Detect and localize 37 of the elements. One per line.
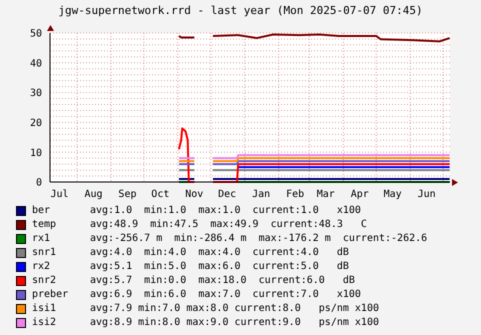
- text: avg:6.9 min:6.0 max:7.0 current:7.0 x100: [90, 288, 361, 302]
- x-tick-label: Dec: [218, 189, 236, 200]
- x-tick-label: Jul: [50, 189, 69, 200]
- legend-label: temp: [32, 218, 58, 232]
- legend-label: rx1: [32, 232, 52, 246]
- text: avg:5.7 min:0.0 max:18.0 current:6.0 dB: [90, 274, 355, 288]
- x-tick-label: Feb: [286, 189, 304, 200]
- text: avg:5.1 min:5.0 max:6.0 current:5.0 dB: [90, 260, 349, 274]
- legend-label: rx2: [32, 260, 52, 274]
- x-tick-label: Mar: [316, 189, 335, 200]
- text: avg:7.9 min:7.0 max:8.0 current:8.0 ps/nm x100: [90, 302, 379, 316]
- y-tick-label: 50: [30, 28, 42, 40]
- y-tick-label: 40: [30, 58, 42, 70]
- text: avg:1.0 min:1.0 max:1.0 current:1.0 x100: [90, 204, 361, 218]
- legend-label: preber: [32, 288, 70, 302]
- x-tick-label: Jan: [252, 189, 270, 200]
- x-tick-label: May: [384, 189, 402, 200]
- x-tick-label: Nov: [185, 189, 204, 200]
- text: avg:48.9 min:47.5 max:49.9 current:48.3 C: [90, 218, 367, 232]
- chart-title: jgw-supernetwork.rrd - last year (Mon 2025-07-07 07:45): [57, 3, 424, 19]
- y-tick-label: 30: [30, 88, 42, 100]
- text: avg:-256.7 m min:-286.4 m max:-176.2 m current:-262.6: [90, 232, 428, 246]
- y-tick-label: 0: [36, 178, 42, 189]
- y-tick-label: 10: [30, 148, 42, 159]
- x-tick-label: Aug: [84, 189, 103, 200]
- y-tick-label: 20: [30, 118, 42, 129]
- legend-label: ber: [32, 204, 52, 218]
- x-tick-label: Jun: [418, 189, 436, 200]
- x-tick-label: Apr: [350, 189, 369, 200]
- x-tick-label: Oct: [151, 189, 170, 200]
- legend-label: snr1: [32, 246, 58, 260]
- x-tick-label: Sep: [118, 189, 136, 200]
- legend-label: isi2: [32, 316, 58, 330]
- text: avg:8.9 min:8.0 max:9.0 current:9.0 ps/nm x100: [90, 316, 379, 330]
- text: avg:4.0 min:4.0 max:4.0 current:4.0 dB: [90, 246, 349, 260]
- legend-label: isi1: [32, 302, 58, 316]
- legend-label: snr2: [32, 274, 58, 288]
